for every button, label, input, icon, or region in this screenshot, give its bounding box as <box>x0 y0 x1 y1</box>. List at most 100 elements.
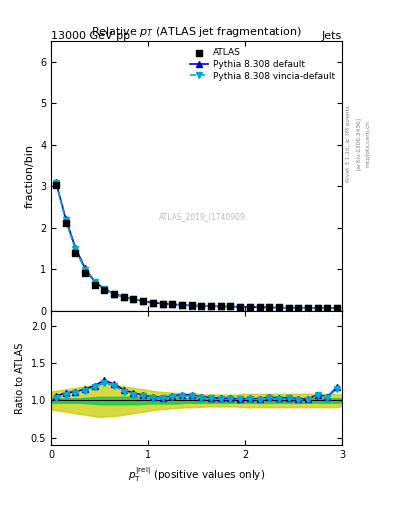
Pythia 8.308 default <box>160 301 165 307</box>
Pythia 8.308 vincia-default <box>267 304 272 310</box>
ATLAS <box>266 303 272 311</box>
Pythia 8.308 default <box>335 305 340 311</box>
ATLAS <box>179 301 185 309</box>
ATLAS <box>150 298 156 307</box>
Pythia 8.308 default <box>92 279 97 285</box>
ATLAS <box>82 269 88 278</box>
ATLAS <box>247 303 253 311</box>
Pythia 8.308 vincia-default <box>92 280 97 286</box>
Pythia 8.308 vincia-default <box>73 246 78 252</box>
Pythia 8.308 default <box>102 286 107 292</box>
Pythia 8.308 default <box>219 304 223 310</box>
ATLAS <box>140 297 146 305</box>
ATLAS <box>169 300 175 308</box>
ATLAS <box>101 286 108 294</box>
Text: Rivet 3.1.10, ≥ 3M events: Rivet 3.1.10, ≥ 3M events <box>346 105 351 182</box>
Pythia 8.308 vincia-default <box>170 302 174 308</box>
ATLAS <box>62 219 69 227</box>
Pythia 8.308 default <box>209 303 213 309</box>
ATLAS <box>111 290 117 298</box>
Pythia 8.308 vincia-default <box>131 296 136 303</box>
Pythia 8.308 vincia-default <box>180 302 184 308</box>
ATLAS <box>305 304 311 312</box>
Pythia 8.308 vincia-default <box>325 305 330 311</box>
Pythia 8.308 vincia-default <box>121 294 126 301</box>
Pythia 8.308 default <box>257 304 262 310</box>
Text: Jets: Jets <box>321 31 342 41</box>
ATLAS <box>314 304 321 312</box>
Text: [arXiv:1306.3436]: [arXiv:1306.3436] <box>356 117 361 170</box>
Pythia 8.308 vincia-default <box>63 217 68 223</box>
ATLAS <box>324 304 331 312</box>
ATLAS <box>189 301 195 309</box>
Pythia 8.308 default <box>112 290 116 296</box>
Pythia 8.308 vincia-default <box>296 305 301 311</box>
Pythia 8.308 vincia-default <box>151 300 155 306</box>
Title: Relative $p_T$ (ATLAS jet fragmentation): Relative $p_T$ (ATLAS jet fragmentation) <box>91 26 302 39</box>
ATLAS <box>256 303 263 311</box>
Pythia 8.308 vincia-default <box>248 304 252 310</box>
Pythia 8.308 vincia-default <box>141 298 145 304</box>
ATLAS <box>92 281 98 289</box>
Pythia 8.308 vincia-default <box>53 180 58 186</box>
ATLAS <box>208 302 214 310</box>
Legend: ATLAS, Pythia 8.308 default, Pythia 8.308 vincia-default: ATLAS, Pythia 8.308 default, Pythia 8.30… <box>187 46 338 83</box>
ATLAS <box>285 304 292 312</box>
ATLAS <box>53 181 59 189</box>
Pythia 8.308 default <box>73 245 78 251</box>
Pythia 8.308 default <box>306 305 310 311</box>
Pythia 8.308 vincia-default <box>277 305 281 311</box>
ATLAS <box>198 302 204 310</box>
Pythia 8.308 default <box>325 305 330 311</box>
ATLAS <box>130 295 137 304</box>
Pythia 8.308 default <box>267 304 272 310</box>
ATLAS <box>121 293 127 302</box>
Pythia 8.308 default <box>277 305 281 311</box>
Pythia 8.308 default <box>238 304 242 310</box>
Pythia 8.308 default <box>170 302 174 308</box>
Pythia 8.308 default <box>296 305 301 311</box>
Pythia 8.308 vincia-default <box>257 304 262 310</box>
Pythia 8.308 vincia-default <box>160 301 165 307</box>
ATLAS <box>227 303 233 311</box>
Pythia 8.308 vincia-default <box>315 305 320 311</box>
Pythia 8.308 vincia-default <box>83 266 87 272</box>
Pythia 8.308 default <box>180 302 184 308</box>
Pythia 8.308 default <box>315 305 320 311</box>
X-axis label: $p_{\rm T}^{\rm |rel|}$ (positive values only): $p_{\rm T}^{\rm |rel|}$ (positive values… <box>128 466 265 484</box>
Pythia 8.308 vincia-default <box>199 303 204 309</box>
Pythia 8.308 vincia-default <box>306 305 310 311</box>
Pythia 8.308 default <box>199 303 204 309</box>
Pythia 8.308 vincia-default <box>335 305 340 311</box>
Text: 13000 GeV pp: 13000 GeV pp <box>51 31 130 41</box>
Y-axis label: Ratio to ATLAS: Ratio to ATLAS <box>15 343 25 414</box>
Line: Pythia 8.308 vincia-default: Pythia 8.308 vincia-default <box>53 180 340 311</box>
Pythia 8.308 default <box>63 216 68 222</box>
Pythia 8.308 default <box>228 304 233 310</box>
Pythia 8.308 vincia-default <box>209 303 213 309</box>
ATLAS <box>334 304 340 312</box>
Pythia 8.308 default <box>286 305 291 311</box>
ATLAS <box>218 303 224 311</box>
Text: ATLAS_2019_I1740909: ATLAS_2019_I1740909 <box>159 212 246 221</box>
ATLAS <box>160 300 166 308</box>
Pythia 8.308 default <box>141 298 145 304</box>
Pythia 8.308 vincia-default <box>286 305 291 311</box>
ATLAS <box>295 304 301 312</box>
ATLAS <box>276 303 282 311</box>
Pythia 8.308 default <box>151 300 155 306</box>
Pythia 8.308 vincia-default <box>238 304 242 310</box>
Pythia 8.308 default <box>83 265 87 271</box>
Pythia 8.308 default <box>121 294 126 300</box>
Pythia 8.308 vincia-default <box>219 304 223 310</box>
Pythia 8.308 default <box>248 304 252 310</box>
Pythia 8.308 default <box>131 296 136 303</box>
Pythia 8.308 vincia-default <box>102 286 107 292</box>
Pythia 8.308 vincia-default <box>112 291 116 297</box>
Y-axis label: fraction/bin: fraction/bin <box>24 144 35 208</box>
Text: mcplots.cern.ch: mcplots.cern.ch <box>365 120 371 167</box>
Pythia 8.308 vincia-default <box>189 303 194 309</box>
Pythia 8.308 vincia-default <box>228 304 233 310</box>
Pythia 8.308 default <box>53 179 58 185</box>
Line: Pythia 8.308 default: Pythia 8.308 default <box>53 179 340 311</box>
